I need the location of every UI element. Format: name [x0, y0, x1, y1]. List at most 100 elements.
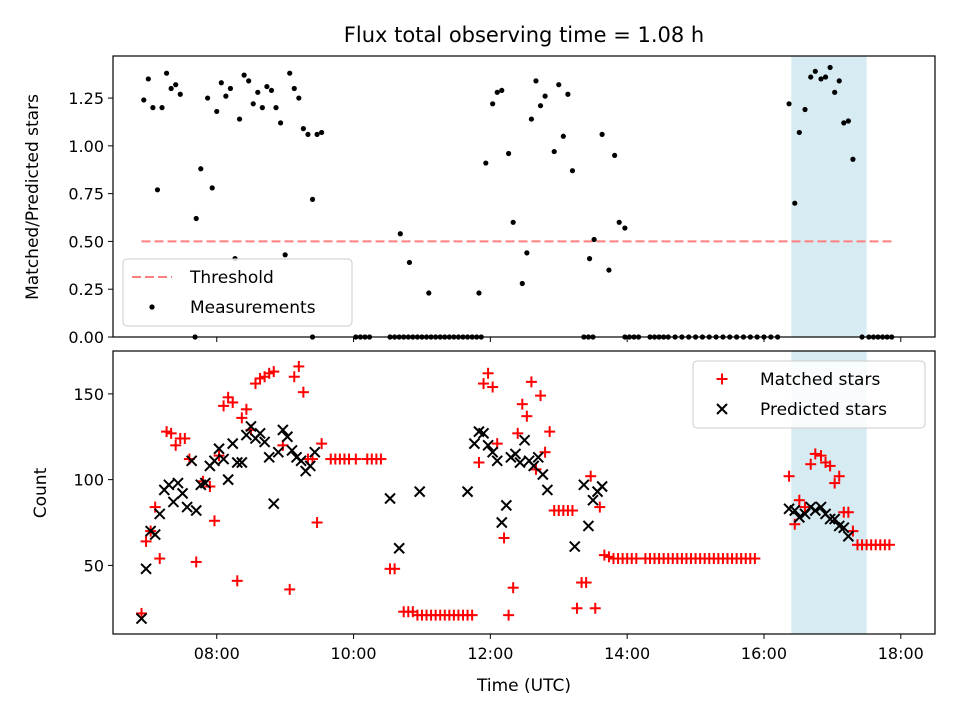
measurement-point: [591, 236, 597, 243]
measurement-point: [533, 78, 539, 84]
matched-star-point: [136, 607, 148, 619]
predicted-star-point: [537, 468, 549, 481]
matched-star-point: [809, 448, 821, 460]
matched-star-point: [466, 609, 478, 621]
predicted-star-point: [842, 530, 855, 542]
matched-star-point: [883, 539, 895, 551]
predicted-star-point: [491, 455, 503, 467]
measurement-point: [827, 64, 833, 71]
predicted-star-point: [569, 540, 581, 553]
matched-star-point: [311, 517, 323, 529]
plot-frame: [112, 55, 936, 338]
measurement-point: [205, 95, 211, 101]
measurement-point: [606, 267, 612, 273]
measurement-point: [309, 196, 316, 202]
matched-star-point: [350, 453, 362, 465]
predicted-star-point: [281, 431, 294, 443]
measurement-point: [296, 95, 302, 101]
measurement-point: [537, 103, 544, 109]
matched-star-point: [231, 575, 243, 587]
measurement-point: [822, 74, 829, 80]
measurement-point: [282, 252, 288, 258]
measurement-point: [319, 129, 325, 136]
predicted-star-point: [245, 420, 257, 433]
legend-matched-label: Matched stars: [760, 370, 880, 390]
matched-star-point: [507, 582, 519, 594]
measurement-point: [832, 89, 838, 95]
measurement-point: [792, 200, 798, 206]
matched-star-point: [179, 432, 191, 444]
matched-star-point: [544, 426, 556, 438]
predicted-star-point: [461, 485, 474, 498]
predicted-star-point: [135, 612, 148, 625]
matched-star-point: [284, 583, 296, 595]
y-tick-label: 150: [73, 385, 104, 404]
measurement-point: [510, 219, 516, 225]
matched-star-point: [833, 470, 845, 482]
measurement-point: [141, 97, 147, 103]
predicted-star-point: [163, 479, 175, 491]
predicted-star-point: [578, 479, 590, 491]
measurement-point: [519, 280, 525, 287]
predicted-star-point: [815, 501, 827, 513]
matched-star-point: [594, 501, 606, 513]
matched-star-point: [783, 470, 795, 482]
measurement-point: [612, 152, 618, 159]
x-axis-ticks: [216, 337, 902, 342]
x-tick-label: 10:00: [331, 644, 377, 663]
predicted-star-point: [838, 521, 850, 534]
measurement-point: [168, 85, 174, 92]
measurement-point: [426, 290, 432, 296]
x-tick-label: 12:00: [467, 644, 513, 663]
predicted-star-point: [222, 473, 234, 486]
predicted-star-point: [185, 455, 198, 467]
matched-star-point: [227, 396, 239, 408]
matched-star-point: [829, 477, 841, 489]
highlight-band-rect: [791, 56, 867, 337]
measurement-point: [241, 72, 247, 78]
predicted-star-point: [486, 446, 499, 458]
predicted-star-point: [482, 439, 494, 452]
measurement-point: [177, 91, 183, 97]
matched-star-point: [539, 446, 551, 458]
measurement-point: [214, 108, 220, 115]
legend-threshold-label: Threshold: [189, 268, 274, 288]
matched-star-point: [571, 602, 583, 614]
legend-box: [122, 258, 353, 327]
matched-star-point: [208, 515, 220, 527]
legend-measurements-swatch: [149, 304, 155, 310]
predicted-star-point: [789, 504, 801, 517]
measurement-point: [812, 68, 818, 74]
matched-star-point: [535, 390, 547, 402]
predicted-star-point: [596, 480, 608, 493]
matched-star-point: [525, 376, 537, 388]
predicted-star-point: [227, 437, 239, 450]
predicted-star-point: [199, 477, 212, 489]
measurement-point: [145, 76, 151, 82]
y-tick-label: 100: [73, 471, 104, 490]
matched-star-point: [487, 381, 499, 393]
measurement-point: [622, 225, 628, 231]
measurement-point: [314, 131, 320, 137]
predicted-star-point: [272, 446, 285, 458]
y-tick-label: 1.00: [68, 137, 104, 156]
predicted-star-point: [514, 456, 526, 469]
predicted-star-point: [154, 508, 166, 520]
y-axis-label: Matched/Predicted stars: [23, 94, 43, 300]
predicted-star-point: [582, 520, 595, 532]
predicted-star-point: [190, 504, 202, 517]
predicted-star-point: [824, 513, 836, 525]
measurement-point: [291, 85, 297, 92]
predicted-star-point: [477, 427, 490, 440]
legend-predicted-label: Predicted stars: [760, 400, 887, 420]
measurement-point: [246, 78, 252, 84]
ratio-panel: Flux total observing time = 1.08 h 0.000…: [23, 23, 936, 347]
y-axis-ticks: 0.00 0.25 0.50 0.75 1.00 1.25: [68, 89, 113, 347]
y-axis-ticks: 50 100 150: [73, 385, 113, 575]
x-tick-label: 18:00: [878, 644, 924, 663]
predicted-star-point: [140, 563, 152, 575]
x-tick-label: 08:00: [194, 644, 240, 663]
measurement-point: [273, 105, 279, 111]
measurement-point: [259, 105, 265, 111]
